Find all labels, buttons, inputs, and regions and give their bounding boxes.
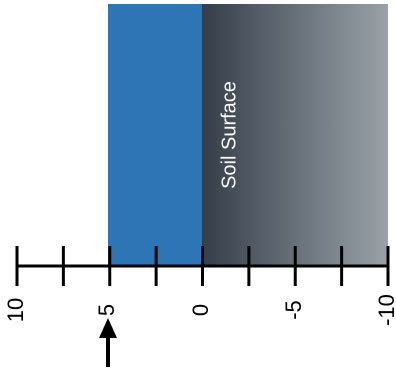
up-arrow-icon [99,318,117,367]
scale-axis [15,246,390,286]
tick-label-0: 0 [188,304,213,316]
water-region [108,4,202,266]
soil-surface-label: Soil Surface [218,81,240,189]
tick-label-neg-5: -5 [281,300,306,320]
tick-labels: 10 5 0 -5 -10 [3,294,396,326]
tick-label-5: 5 [94,304,119,316]
tick-label-neg-10: -10 [374,294,396,326]
tick-label-10: 10 [3,298,28,322]
soil-region [202,4,388,266]
